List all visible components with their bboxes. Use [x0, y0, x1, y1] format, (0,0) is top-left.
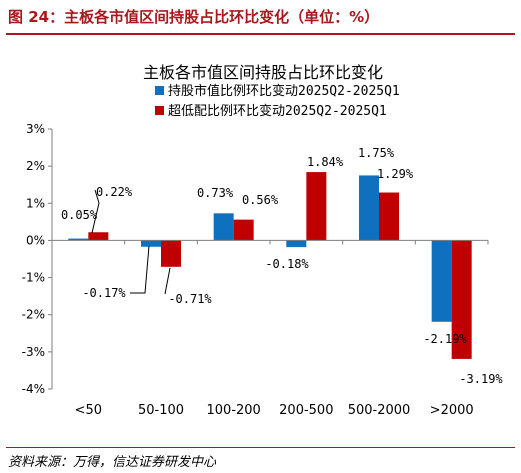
data-label-series1: -0.17% [82, 286, 126, 300]
source-note: 资料来源：万得，信达证券研发中心 [8, 455, 217, 470]
bar-chart: 主板各市值区间持股占比环比变化 持股市值比例环比变动2025Q2-2025Q1 … [22, 63, 504, 418]
y-tick-label: 3% [26, 122, 45, 136]
bar-series1 [286, 240, 307, 248]
data-label-series1: 0.05% [61, 208, 98, 222]
legend-swatch-series1 [155, 86, 164, 95]
legend-label-series1: 持股市值比例环比变动2025Q2-2025Q1 [168, 83, 400, 99]
bar-series2 [161, 240, 181, 267]
x-tick-label: <50 [75, 403, 102, 418]
figure-title: 图 24：主板各市值区间持股占比环比变化（单位：%） [8, 8, 380, 26]
bar-series1 [141, 240, 161, 247]
callout-line [130, 245, 150, 294]
callout-line [164, 267, 171, 295]
x-axis: <50 50-100 100-200 200-500 500-2000 >2000 [51, 239, 489, 418]
legend-swatch-series2 [155, 106, 164, 115]
y-tick-label: 2% [26, 159, 45, 173]
x-tick-label: 500-2000 [348, 403, 411, 418]
data-label-series2: -0.71% [168, 292, 212, 306]
data-label-series2: 0.22% [96, 185, 133, 199]
data-label-series2: 0.56% [242, 193, 279, 207]
bar-series1 [213, 213, 234, 241]
legend-label-series2: 超低配比例环比变动2025Q2-2025Q1 [168, 103, 387, 119]
bar-series2 [88, 232, 109, 241]
data-label-series1: 0.73% [197, 186, 234, 200]
y-tick-label: -3% [22, 345, 45, 359]
bar-series2 [379, 192, 399, 241]
data-labels-group: 0.05% -0.17% 0.73% -0.18% 1.75% -2.19% 0.22% -0… [61, 146, 504, 386]
data-label-series1: 1.75% [358, 146, 395, 160]
bar-series2 [306, 172, 327, 241]
data-label-series2: -3.19% [459, 372, 503, 386]
data-label-series2: 1.29% [377, 167, 414, 181]
x-tick-label: 100-200 [207, 403, 261, 418]
bar-series1 [359, 175, 379, 241]
y-tick-label: 0% [26, 233, 45, 247]
y-tick-label: -1% [22, 271, 45, 285]
y-tick-label: -4% [22, 382, 45, 396]
bar-series1 [68, 238, 89, 241]
data-label-series1: -2.19% [423, 332, 467, 346]
bar-series2 [451, 240, 472, 359]
data-label-series1: -0.18% [265, 257, 309, 271]
bar-series1 [431, 240, 452, 322]
y-tick-label: -2% [22, 308, 45, 322]
title-divider [6, 33, 515, 35]
chart-title: 主板各市值区间持股占比环比变化 [143, 63, 383, 82]
x-tick-label: 50-100 [138, 403, 184, 418]
y-axis: -4% -3% -2% -1% 0% 1% 2% 3% [22, 122, 53, 396]
x-tick-label: 200-500 [279, 403, 333, 418]
x-tick-label: >2000 [430, 403, 474, 418]
bar-series2 [233, 219, 254, 241]
data-label-series2: 1.84% [307, 155, 344, 169]
callout-line [91, 189, 100, 234]
y-tick-label: 1% [26, 196, 45, 210]
bars-group [68, 172, 472, 359]
source-divider [6, 447, 515, 448]
